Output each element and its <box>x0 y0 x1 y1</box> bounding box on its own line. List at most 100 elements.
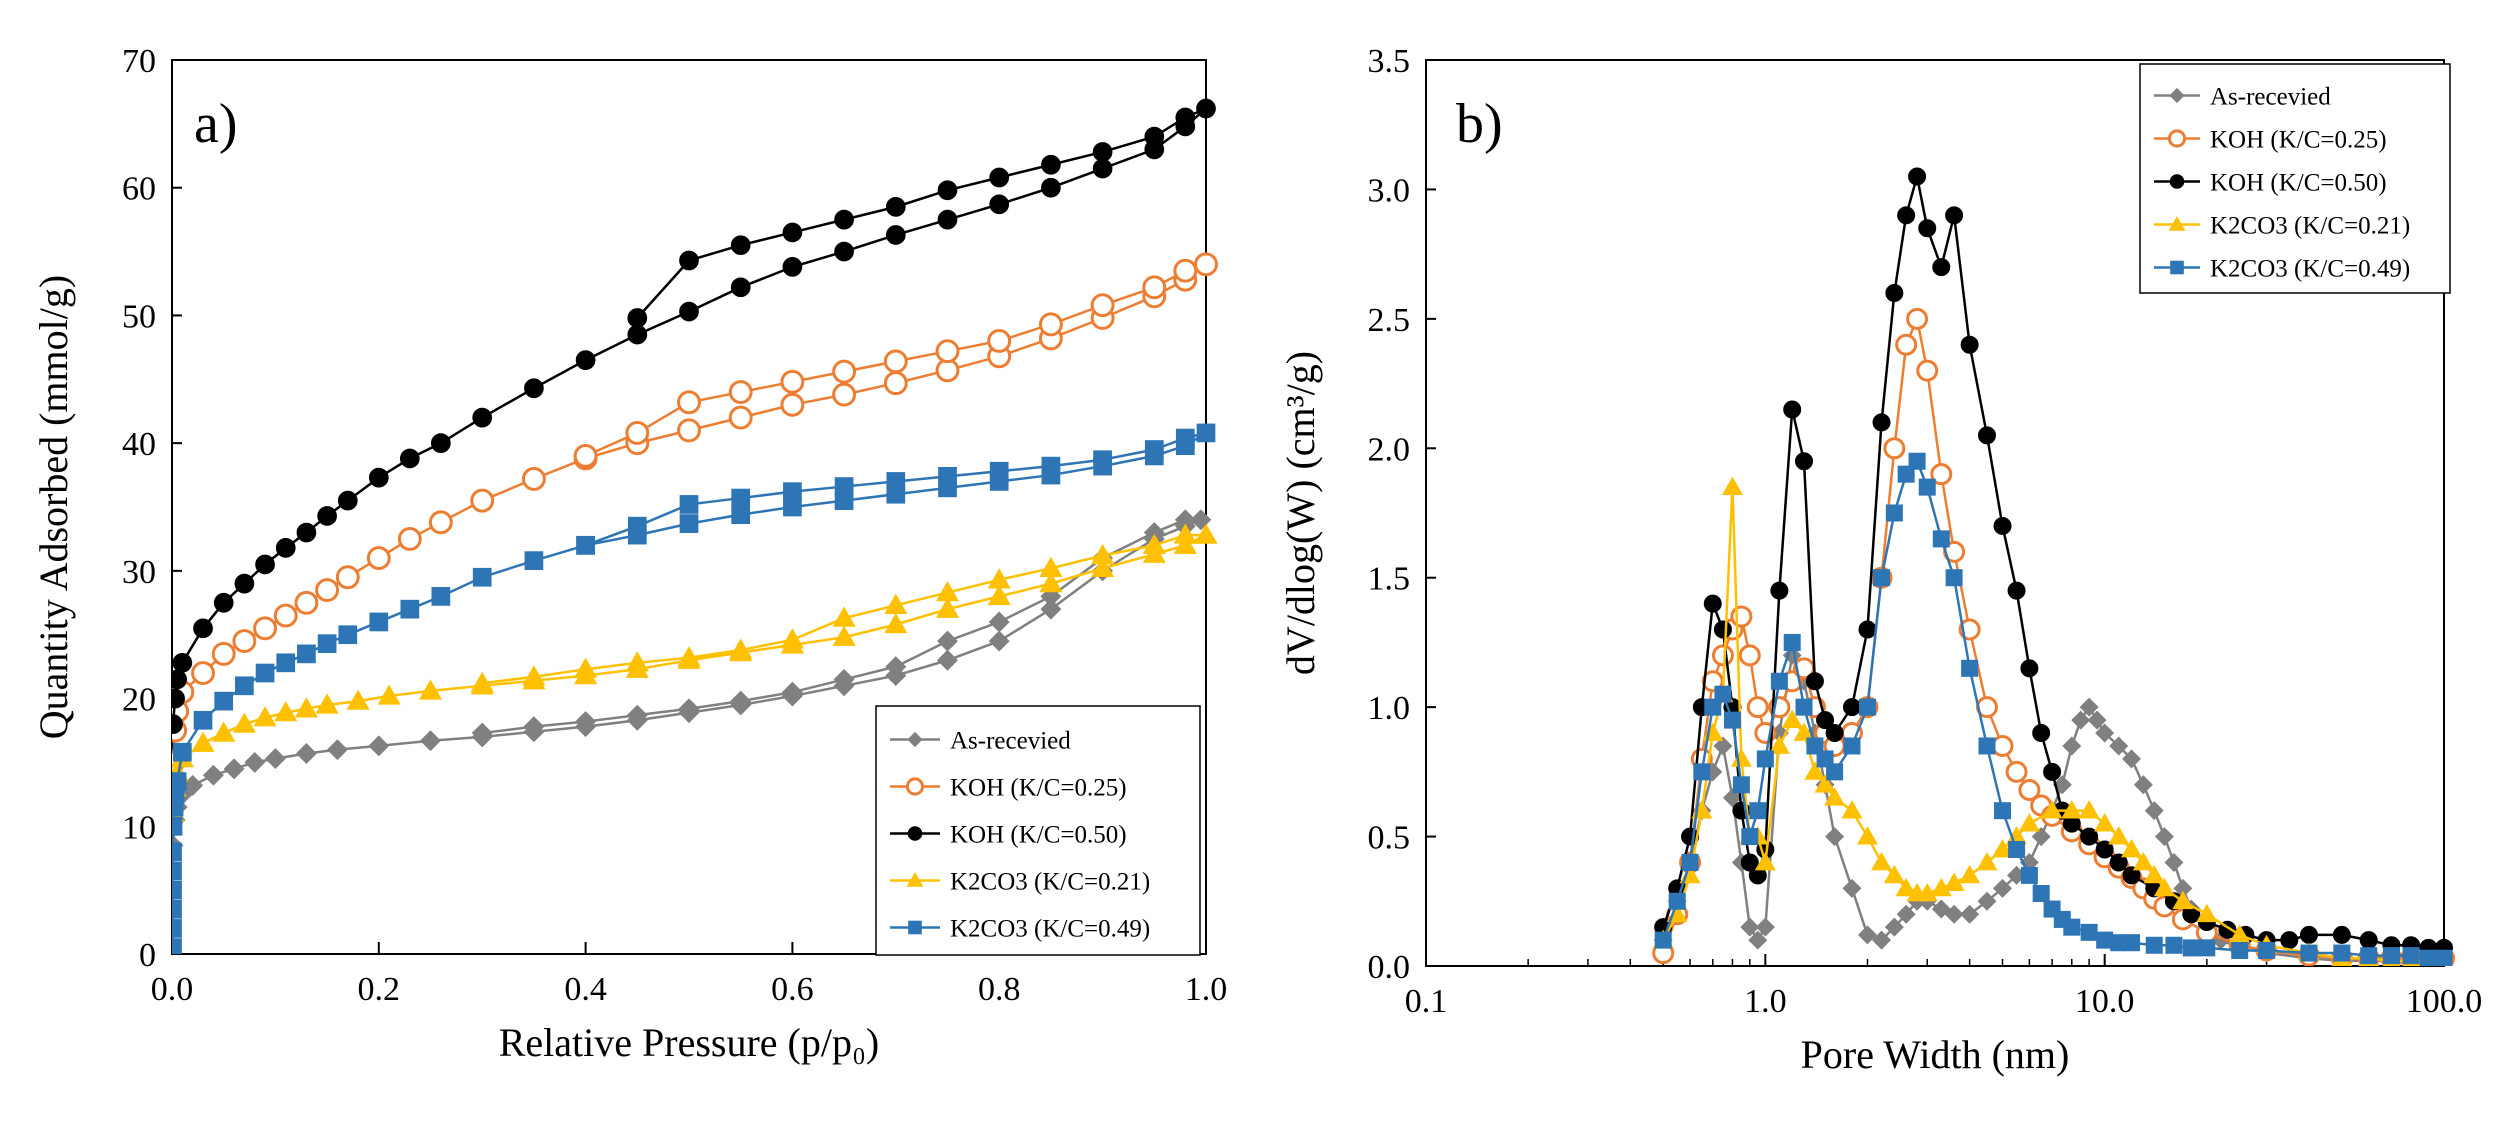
data-point <box>1721 476 1743 495</box>
data-point <box>191 661 215 685</box>
data-point <box>2231 941 2249 959</box>
data-point <box>1814 774 1836 793</box>
data-point <box>1740 917 1760 937</box>
legend-label: KOH (K/C=0.25) <box>950 775 1127 802</box>
data-point <box>430 433 451 453</box>
chart-panel-a: 0 10 20 30 40 50 60 70 0.0 0.2 0.4 0.6 0.8 1.0 Relativ… <box>31 43 1227 1065</box>
data-point <box>2299 925 2318 944</box>
data-point <box>2041 800 2063 819</box>
series-group <box>172 98 1218 954</box>
data-point <box>471 722 493 744</box>
data-point <box>1916 883 1938 902</box>
data-point <box>337 490 358 511</box>
y-tick-label: 2.0 <box>1368 431 1411 468</box>
data-point <box>470 671 494 692</box>
data-point <box>1041 456 1061 476</box>
data-point <box>297 644 316 664</box>
data-point <box>1794 452 1813 471</box>
data-point <box>346 689 370 710</box>
data-point <box>1918 219 1937 238</box>
data-point <box>2143 864 2165 884</box>
data-point <box>1885 283 1904 302</box>
data-point <box>883 371 908 396</box>
data-point <box>2080 923 2098 941</box>
data-point <box>2018 778 2041 801</box>
data-point <box>1856 826 1878 845</box>
data-point <box>1668 892 1686 910</box>
data-point <box>626 704 648 726</box>
data-point <box>833 668 855 690</box>
data-point <box>235 676 254 696</box>
data-point <box>728 405 753 430</box>
y-tick-label: 60 <box>122 171 156 208</box>
y-tick-label: 3.5 <box>1368 43 1411 80</box>
data-point <box>1916 359 1939 382</box>
legend-marker <box>908 920 922 935</box>
legend-label: K2CO3 (K/C=0.49) <box>950 916 1150 943</box>
data-point <box>2154 827 2174 847</box>
x-tick-label: 0.0 <box>151 971 194 1008</box>
data-point <box>1144 126 1165 147</box>
data-point <box>884 593 908 615</box>
data-point <box>1978 737 1996 755</box>
data-point <box>1961 659 1979 677</box>
data-point <box>1906 307 1929 330</box>
data-point <box>1824 787 1846 806</box>
x-tick-label: 0.6 <box>771 971 814 1008</box>
y-tick-label: 0 <box>139 937 156 974</box>
y-tick-label: 10 <box>122 809 156 846</box>
data-point <box>1960 335 1979 354</box>
data-point <box>1842 698 1861 717</box>
data-point <box>377 684 401 705</box>
data-point <box>2332 925 2351 944</box>
legend-marker <box>907 731 923 748</box>
data-point <box>1795 698 1813 716</box>
data-point <box>2144 801 2164 821</box>
data-point <box>1732 776 1750 794</box>
data-point <box>1930 877 1952 897</box>
legend-marker <box>2169 174 2185 189</box>
data-point <box>935 581 960 602</box>
data-point <box>1681 853 1699 871</box>
data-point <box>2096 931 2114 949</box>
data-point <box>1806 737 1824 755</box>
data-point <box>295 743 317 764</box>
data-point <box>522 665 546 686</box>
data-point <box>2173 878 2193 898</box>
data-point <box>832 606 856 627</box>
series-line <box>1662 314 2444 960</box>
data-point <box>2094 813 2116 832</box>
data-point <box>1770 581 1789 600</box>
data-point <box>781 681 803 703</box>
data-point <box>1723 711 1741 729</box>
data-point <box>1932 530 1950 548</box>
data-point <box>472 407 493 428</box>
data-point <box>1977 426 1996 445</box>
data-point <box>2079 697 2099 717</box>
data-point <box>326 739 348 761</box>
data-point <box>264 748 286 770</box>
data-point <box>400 599 420 619</box>
data-point <box>2121 839 2143 858</box>
data-point <box>1142 275 1167 300</box>
data-point <box>1992 839 2014 858</box>
data-point <box>193 618 213 639</box>
data-point <box>1754 851 1776 871</box>
data-point <box>2382 947 2400 965</box>
data-point <box>418 679 443 700</box>
data-point <box>2123 934 2141 952</box>
panel-label: b) <box>1456 93 1503 155</box>
data-point <box>2020 866 2038 884</box>
data-point <box>211 641 236 666</box>
data-point <box>1960 904 1980 924</box>
data-point <box>1897 465 1915 483</box>
data-point <box>1173 258 1198 283</box>
data-point <box>625 651 649 672</box>
legend-label: KOH (K/C=0.25) <box>2210 127 2387 154</box>
y-axis-label: Quantity Adsorbed (mmol/g) <box>31 275 76 739</box>
data-point <box>368 467 389 488</box>
data-point <box>2095 840 2114 859</box>
data-point <box>883 349 908 374</box>
data-point <box>317 506 337 526</box>
